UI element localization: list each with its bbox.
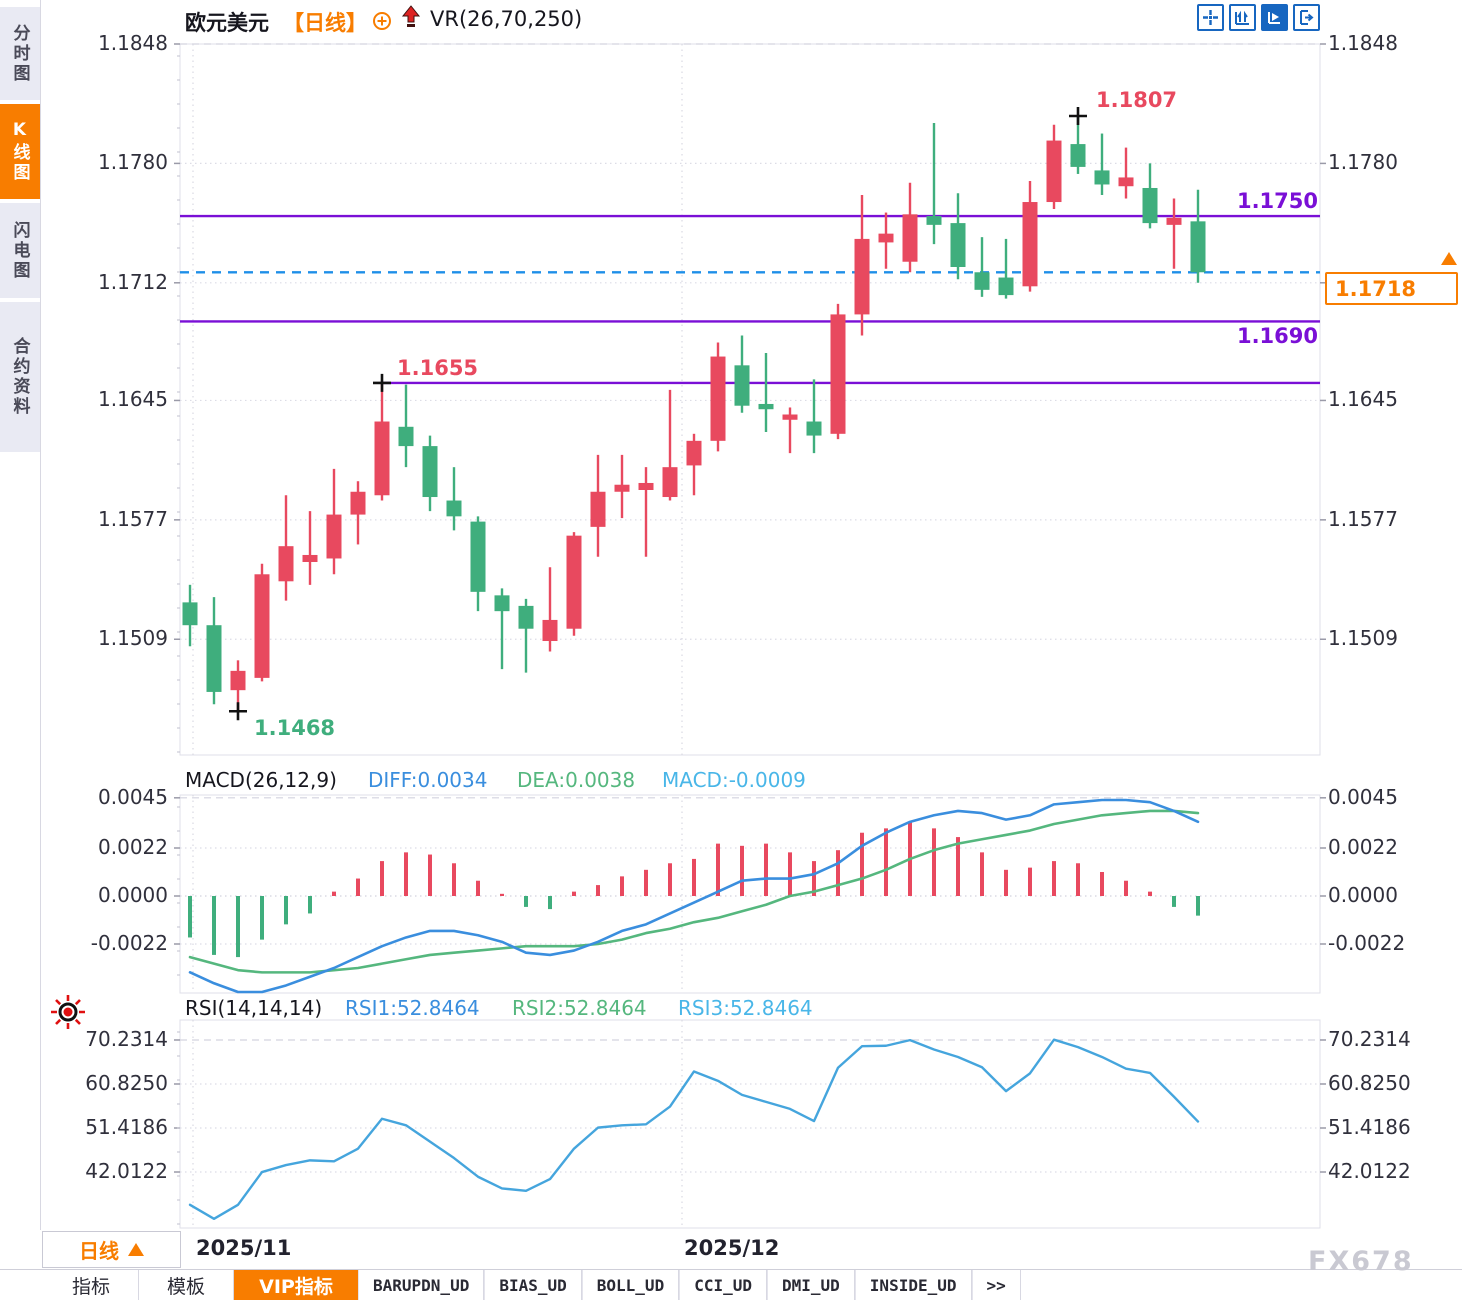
axis-tick-label: 42.0122 bbox=[85, 1159, 168, 1183]
axis-tick-label: 70.2314 bbox=[1328, 1026, 1411, 1051]
macd-hist-value: MACD:-0.0009 bbox=[662, 768, 806, 792]
sidebar-item-kline-chart[interactable]: K线图 bbox=[0, 104, 40, 199]
alarm-icon[interactable] bbox=[48, 992, 88, 1032]
tab-inside-ud[interactable]: INSIDE_UD bbox=[854, 1270, 972, 1300]
tab-templates[interactable]: 模板 bbox=[139, 1270, 234, 1300]
swing-high-annotation: 1.1655 bbox=[397, 356, 479, 380]
auto-scroll-icon[interactable] bbox=[1261, 4, 1288, 31]
axis-tick-label: 1.1780 bbox=[98, 150, 168, 175]
tab-cci-ud[interactable]: CCI_UD bbox=[679, 1270, 767, 1300]
axis-tick-label: 0.0045 bbox=[1328, 784, 1398, 809]
axis-tick-label: 51.4186 bbox=[1328, 1115, 1411, 1139]
axis-tick-label: 42.0122 bbox=[1328, 1159, 1411, 1183]
tab-indicators[interactable]: 指标 bbox=[44, 1270, 139, 1300]
axis-scale-icon[interactable] bbox=[1229, 4, 1256, 31]
axis-tick-label: 60.8250 bbox=[1328, 1070, 1411, 1095]
period-selector-label: 日线 bbox=[79, 1239, 119, 1263]
sidebar-item-label: 合约资料 bbox=[9, 337, 30, 417]
axis-tick-label: 1.1848 bbox=[1328, 31, 1398, 55]
period-selector[interactable]: 日线 bbox=[42, 1231, 181, 1268]
rsi3-value: RSI3:52.8464 bbox=[678, 996, 813, 1020]
macd-diff-value: DIFF:0.0034 bbox=[368, 768, 488, 792]
indicator-tab-bar: 指标 模板 VIP指标 BARUPDN_UD BIAS_UD BOLL_UD C… bbox=[0, 1269, 1462, 1300]
resistance-level-label: 1.1750 bbox=[1236, 189, 1318, 213]
tab-more[interactable]: >> bbox=[971, 1270, 1021, 1300]
tab-vip-indicators[interactable]: VIP指标 bbox=[234, 1270, 358, 1300]
signal-up-arrow-icon bbox=[401, 5, 421, 27]
high-price-annotation: 1.1807 bbox=[1096, 88, 1178, 112]
sidebar-item-lightning-chart[interactable]: 闪电图 bbox=[0, 203, 40, 298]
axis-tick-label: 0.0000 bbox=[98, 883, 168, 907]
overlay-indicator-label: VR(26,70,250) bbox=[430, 7, 583, 31]
axis-tick-label: 1.1509 bbox=[1328, 626, 1398, 651]
axis-tick-label: 1.1780 bbox=[1328, 150, 1398, 175]
price-up-arrow-icon bbox=[1441, 252, 1457, 265]
go-to-latest-icon[interactable] bbox=[1293, 4, 1320, 31]
tab-bias-ud[interactable]: BIAS_UD bbox=[484, 1270, 582, 1300]
axis-tick-label: 1.1509 bbox=[98, 626, 168, 651]
axis-tick-label: -0.0022 bbox=[90, 930, 168, 955]
chart-plot-area[interactable] bbox=[180, 44, 1320, 1228]
current-price-tag: 1.1718 bbox=[1325, 272, 1458, 305]
axis-tick-label: 0.0022 bbox=[98, 835, 168, 859]
axis-tick-label: 1.1712 bbox=[98, 269, 168, 294]
rsi-name: RSI(14,14,14) bbox=[185, 996, 323, 1020]
axis-tick-label: 0.0000 bbox=[1328, 883, 1398, 907]
watermark: FX678 bbox=[1308, 1246, 1414, 1277]
rsi1-value: RSI1:52.8464 bbox=[345, 996, 480, 1020]
axis-tick-label: 0.0022 bbox=[1328, 835, 1398, 859]
tab-barupdn-ud[interactable]: BARUPDN_UD bbox=[358, 1270, 485, 1300]
axis-tick-label: 1.1577 bbox=[1328, 506, 1398, 531]
support-level-label: 1.1690 bbox=[1236, 324, 1318, 348]
x-axis-label-dec: 2025/12 bbox=[684, 1236, 780, 1260]
left-sidebar: 分时图 K线图 闪电图 合约资料 bbox=[0, 0, 41, 1230]
axis-tick-label: -0.0022 bbox=[1328, 930, 1406, 955]
axis-tick-label: 70.2314 bbox=[85, 1026, 168, 1051]
axis-tick-label: 1.1577 bbox=[98, 506, 168, 531]
axis-tick-label: 0.0045 bbox=[98, 784, 168, 809]
tab-boll-ud[interactable]: BOLL_UD bbox=[581, 1270, 680, 1300]
sidebar-item-label: 分时图 bbox=[9, 23, 30, 84]
x-axis-label-nov: 2025/11 bbox=[196, 1236, 292, 1260]
crosshair-icon[interactable] bbox=[1197, 4, 1224, 31]
axis-tick-label: 1.1848 bbox=[98, 31, 168, 55]
symbol-title: 欧元美元 bbox=[185, 11, 269, 35]
chart-toolbar bbox=[1197, 4, 1320, 31]
sidebar-item-contract-info[interactable]: 合约资料 bbox=[0, 302, 40, 452]
sidebar-item-label: K线图 bbox=[9, 120, 30, 183]
axis-tick-label: 1.1645 bbox=[98, 387, 168, 412]
macd-dea-value: DEA:0.0038 bbox=[517, 768, 636, 792]
sidebar-item-label: 闪电图 bbox=[9, 220, 30, 281]
axis-tick-label: 51.4186 bbox=[85, 1115, 168, 1139]
axis-tick-label: 60.8250 bbox=[85, 1070, 168, 1095]
tab-dmi-ud[interactable]: DMI_UD bbox=[767, 1270, 855, 1300]
add-overlay-icon[interactable] bbox=[372, 11, 392, 31]
macd-name: MACD(26,12,9) bbox=[185, 768, 337, 792]
chevron-up-icon bbox=[128, 1243, 144, 1256]
period-tag: 【日线】 bbox=[283, 11, 367, 35]
axis-tick-label: 1.1645 bbox=[1328, 387, 1398, 412]
sidebar-item-timeline-chart[interactable]: 分时图 bbox=[0, 7, 40, 100]
low-price-annotation: 1.1468 bbox=[254, 716, 336, 740]
rsi2-value: RSI2:52.8464 bbox=[512, 996, 647, 1020]
